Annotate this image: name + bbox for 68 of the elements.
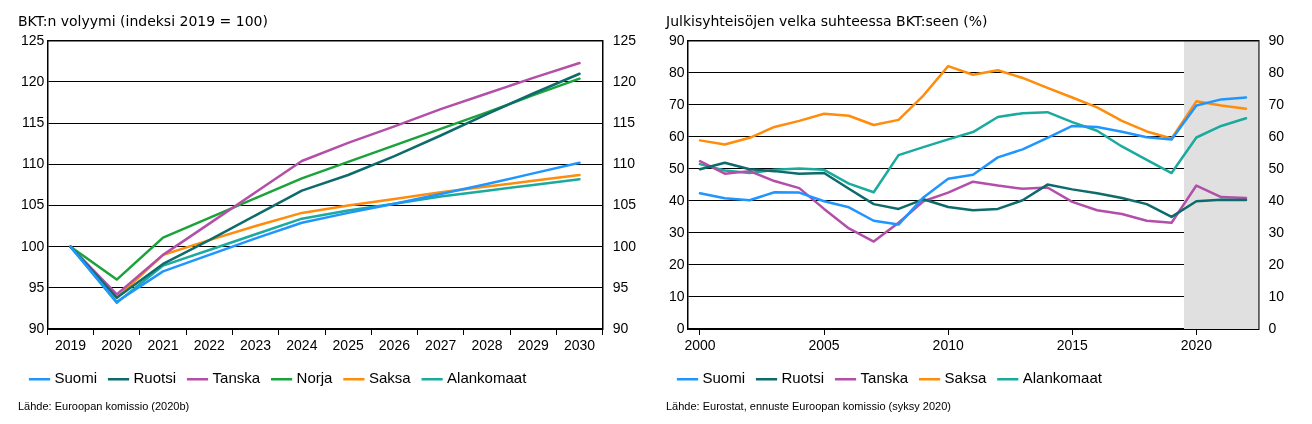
x-tick-label: 2019 bbox=[54, 337, 87, 354]
y-tick-label: 10 bbox=[668, 287, 685, 304]
x-tick-label: 2020 bbox=[1180, 337, 1213, 354]
y2-tick-label: 90 bbox=[1268, 31, 1285, 48]
y2-tick-label: 90 bbox=[612, 319, 629, 336]
y-tick-label: 120 bbox=[21, 72, 45, 89]
y2-tick-label: 95 bbox=[612, 278, 629, 295]
y2-tick-label: 105 bbox=[612, 196, 637, 213]
legend-label: Alankomaat bbox=[1022, 369, 1103, 387]
y2-tick-label: 80 bbox=[1268, 63, 1285, 80]
y-tick-label: 100 bbox=[21, 237, 45, 254]
text: Lähde: Eurostat, ennuste Euroopan komissio (syksy 2020) bbox=[666, 400, 951, 413]
y2-tick-label: 20 bbox=[1268, 255, 1285, 272]
y-tick-label: 110 bbox=[22, 155, 45, 172]
legend-label: Ruotsi bbox=[133, 369, 177, 387]
y-tick-label: 40 bbox=[668, 191, 685, 208]
x-tick-label: 2020 bbox=[101, 337, 133, 354]
x-tick-label: 2024 bbox=[286, 337, 318, 354]
legend-label: Tanska bbox=[212, 369, 261, 387]
y2-tick-label: 0 bbox=[1268, 319, 1277, 336]
chart-title: BKT:n volyymi (indeksi 2019 = 100) bbox=[18, 13, 268, 30]
text: Lähde: Euroopan komissio (2020b) bbox=[18, 400, 190, 413]
y-tick-label: 50 bbox=[668, 159, 685, 176]
x-tick-label: 2000 bbox=[684, 337, 716, 354]
y-tick-label: 125 bbox=[21, 31, 45, 48]
y-tick-label: 105 bbox=[21, 196, 45, 213]
x-tick-label: 2025 bbox=[332, 337, 364, 354]
y2-tick-label: 100 bbox=[612, 237, 637, 254]
legend-label: Saksa bbox=[368, 369, 412, 387]
x-tick-label: 2030 bbox=[563, 337, 596, 354]
x-tick-label: 2028 bbox=[471, 337, 503, 354]
y2-tick-label: 30 bbox=[1268, 223, 1285, 240]
legend-label: Saksa bbox=[944, 369, 987, 387]
legend-label: Tanska bbox=[860, 369, 909, 387]
y-tick-label: 95 bbox=[28, 278, 45, 295]
x-tick-label: 2027 bbox=[425, 337, 457, 354]
y-tick-label: 90 bbox=[668, 31, 685, 48]
x-tick-label: 2005 bbox=[808, 337, 840, 354]
y-tick-label: 20 bbox=[668, 255, 685, 272]
legend-label: Norja bbox=[296, 369, 334, 387]
x-tick-label: 2023 bbox=[240, 337, 272, 354]
x-tick-label: 2021 bbox=[147, 337, 179, 354]
x-tick-label: 2010 bbox=[932, 337, 964, 354]
y-tick-label: 60 bbox=[668, 127, 685, 144]
x-tick-label: 2015 bbox=[1056, 337, 1089, 354]
y2-tick-label: 125 bbox=[612, 31, 637, 48]
y2-tick-label: 10 bbox=[1268, 287, 1285, 304]
chart-title: Julkisyhteisöjen velka suhteessa BKT:seen (%) bbox=[665, 13, 988, 30]
y-tick-label: 70 bbox=[668, 95, 685, 112]
y-tick-label: 0 bbox=[676, 319, 685, 336]
legend-label: Suomi bbox=[54, 369, 98, 387]
y2-tick-label: 40 bbox=[1268, 191, 1285, 208]
x-tick-label: 2029 bbox=[517, 337, 550, 354]
x-tick-label: 2026 bbox=[378, 337, 411, 354]
y2-tick-label: 70 bbox=[1268, 95, 1285, 112]
x-tick-label: 2022 bbox=[193, 337, 226, 354]
y2-tick-label: 50 bbox=[1268, 159, 1285, 176]
y2-tick-label: 115 bbox=[612, 114, 636, 130]
y-tick-label: 30 bbox=[668, 223, 685, 240]
y2-tick-label: 110 bbox=[612, 155, 636, 172]
y-tick-label: 90 bbox=[28, 319, 45, 336]
legend-label: Ruotsi bbox=[781, 369, 825, 387]
y-tick-label: 115 bbox=[22, 114, 45, 130]
y2-tick-label: 60 bbox=[1268, 127, 1285, 144]
legend-label: Alankomaat bbox=[447, 369, 528, 387]
y2-tick-label: 120 bbox=[612, 72, 637, 89]
legend-label: Suomi bbox=[702, 369, 746, 387]
y-tick-label: 80 bbox=[668, 63, 685, 80]
